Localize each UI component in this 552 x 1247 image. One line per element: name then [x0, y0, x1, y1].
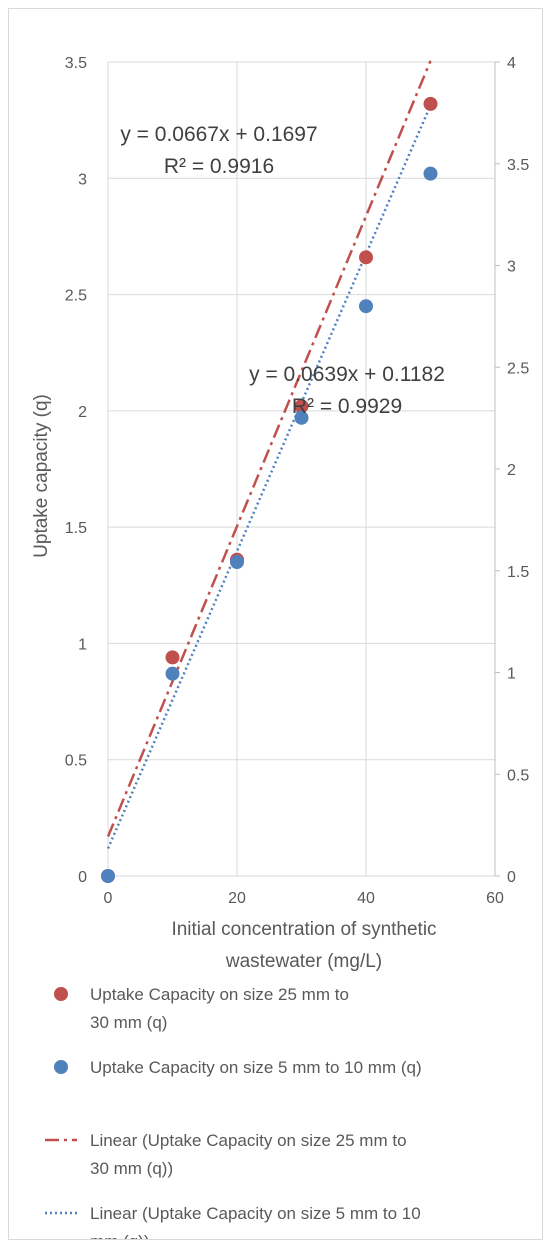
legend-blue-points-line-1: Uptake Capacity on size 5 mm to 10 mm (q…	[90, 1058, 422, 1077]
legend-blue-trendline-line-2: mm (q))	[90, 1232, 149, 1240]
gridlines	[107, 61, 500, 877]
legend-red-points-line-2: 30 mm (q)	[90, 1013, 167, 1032]
y2-tick-label-8: 4	[507, 55, 516, 72]
data-point-blue-2	[230, 555, 244, 570]
y-axis-ticks: 0 0.5 1 1.5 2 2.5 3 3.5	[65, 55, 87, 886]
data-point-blue-1	[165, 666, 180, 681]
legend: Uptake Capacity on size 25 mm to 30 mm (…	[45, 985, 422, 1240]
x-tick-label-2: 40	[357, 890, 375, 907]
trendlines	[106, 60, 432, 850]
y2-tick-label-6: 3	[507, 259, 516, 276]
data-point-blue-5	[423, 166, 438, 181]
y2-tick-label-5: 2.5	[507, 360, 529, 377]
y2-tick-label-2: 1	[507, 666, 516, 683]
trendline-r2-blue: R² = 0.9929	[292, 395, 402, 418]
y-axis-title: Uptake capacity (q)	[31, 394, 52, 558]
trendline-red	[106, 60, 432, 838]
legend-red-marker	[54, 987, 68, 1001]
y2-tick-label-7: 3.5	[507, 157, 529, 174]
trendline-equation-blue: y = 0.0639x + 0.1182	[249, 363, 445, 386]
y-tick-label-1: 0.5	[65, 753, 87, 770]
y-tick-label-5: 2.5	[65, 288, 87, 305]
y2-tick-label-3: 1.5	[507, 564, 529, 581]
data-point-red-5	[423, 96, 438, 111]
x-tick-label-0: 0	[104, 890, 113, 907]
legend-red-trendline-line-1: Linear (Uptake Capacity on size 25 mm to	[90, 1131, 407, 1150]
y2-tick-label-4: 2	[507, 462, 516, 479]
legend-red-trendline-line-2: 30 mm (q))	[90, 1159, 173, 1178]
data-point-blue-4	[359, 299, 373, 314]
y2-tick-label-1: 0.5	[507, 767, 529, 784]
y-tick-label-6: 3	[78, 171, 87, 188]
y-tick-label-3: 1.5	[65, 520, 87, 537]
data-point-red-4	[359, 250, 373, 265]
legend-item-blue-points: Uptake Capacity on size 5 mm to 10 mm (q…	[54, 1058, 422, 1077]
data-point-red-1	[165, 650, 180, 665]
trendline-r2-red: R² = 0.9916	[164, 155, 274, 178]
trendline-blue	[106, 104, 432, 850]
y-tick-label-7: 3.5	[65, 55, 87, 72]
legend-item-red-points: Uptake Capacity on size 25 mm to 30 mm (…	[54, 985, 349, 1032]
legend-blue-trendline-line-1: Linear (Uptake Capacity on size 5 mm to …	[90, 1204, 421, 1223]
x-tick-label-3: 60	[486, 890, 504, 907]
x-tick-label-1: 20	[228, 890, 246, 907]
scatter-chart: 0 0.5 1 1.5 2 2.5 3 3.5 0 0.5 1 1.5 2 2.5 3 3.5 4 0 20 40…	[31, 55, 529, 1240]
secondary-y-axis-ticks: 0 0.5 1 1.5 2 2.5 3 3.5 4	[507, 55, 529, 886]
data-point-blue-0	[101, 869, 115, 883]
data-point-blue-3	[294, 410, 309, 425]
x-axis-title-line-2: wastewater (mg/L)	[225, 951, 382, 972]
data-points	[101, 96, 438, 883]
data-point-red-3	[294, 399, 309, 414]
x-axis-ticks: 0 20 40 60	[104, 890, 504, 907]
legend-item-blue-trendline: Linear (Uptake Capacity on size 5 mm to …	[45, 1204, 421, 1240]
y-tick-label-4: 2	[78, 404, 87, 421]
y-tick-label-2: 1	[78, 636, 87, 653]
legend-item-red-trendline: Linear (Uptake Capacity on size 25 mm to…	[45, 1131, 407, 1178]
x-axis-title-line-1: Initial concentration of synthetic	[171, 919, 436, 940]
chart-frame: 0 0.5 1 1.5 2 2.5 3 3.5 0 0.5 1 1.5 2 2.5 3 3.5 4 0 20 40…	[8, 8, 543, 1240]
legend-blue-marker	[54, 1060, 68, 1074]
y2-tick-label-0: 0	[507, 869, 516, 886]
trendline-equation-red: y = 0.0667x + 0.1697	[120, 123, 317, 146]
y-tick-label-0: 0	[78, 869, 87, 886]
legend-red-points-line-1: Uptake Capacity on size 25 mm to	[90, 985, 349, 1004]
